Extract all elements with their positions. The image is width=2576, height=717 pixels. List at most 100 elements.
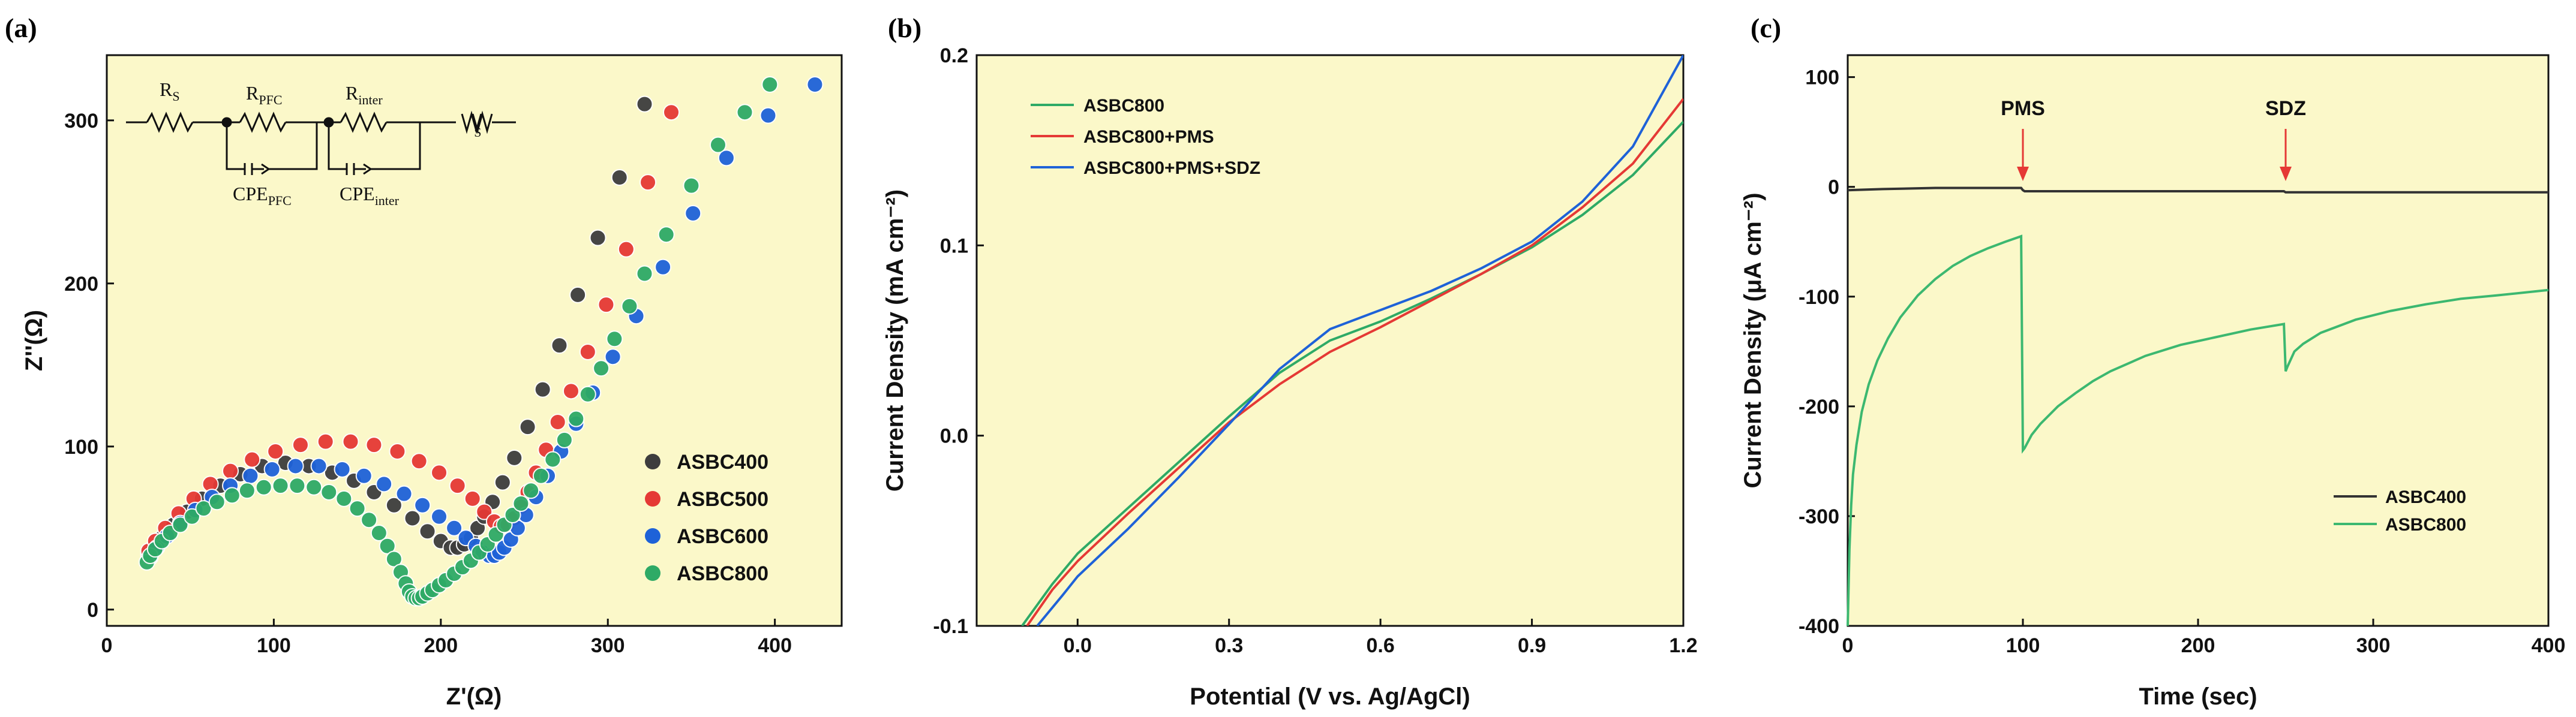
data-point-asbc800 bbox=[606, 330, 623, 348]
data-point-asbc400 bbox=[419, 523, 436, 540]
data-point-asbc800 bbox=[223, 487, 241, 504]
panel-b-xtick-label: 0.3 bbox=[1215, 634, 1243, 657]
panel-b-label: (b) bbox=[888, 13, 921, 43]
data-point-asbc800 bbox=[761, 76, 779, 93]
panel-c-ylabel: Current Density (μA cm⁻²) bbox=[1740, 192, 1766, 488]
legend-marker-asbc400 bbox=[645, 454, 660, 469]
panel-c-ytick-label: -200 bbox=[1799, 396, 1839, 418]
data-point-asbc600 bbox=[376, 475, 393, 493]
annotation-arrowhead-sdz bbox=[2280, 167, 2292, 181]
data-point-asbc400 bbox=[551, 337, 568, 354]
legend-marker-asbc600 bbox=[645, 528, 660, 544]
panel-c-axes: 0 100 200 300 400 -400 -300 -200 -100 0 100 bbox=[1799, 67, 2565, 657]
panel-b-legend: ASBC800 ASBC800+PMS ASBC800+PMS+SDZ bbox=[1031, 96, 1260, 178]
panel-b-xlabel: Potential (V vs. Ag/AgCl) bbox=[1190, 683, 1470, 710]
label-ws: WS bbox=[456, 115, 481, 140]
data-point-asbc800 bbox=[593, 360, 610, 377]
panel-b-xtick-label: 0.0 bbox=[1064, 634, 1092, 657]
legend-label-asbc600: ASBC600 bbox=[677, 525, 768, 548]
panel-a-ytick-label: 100 bbox=[64, 436, 98, 459]
panel-a-xtick-label: 100 bbox=[257, 634, 291, 657]
annotation-arrowhead-pms bbox=[2017, 167, 2029, 181]
data-point-asbc400 bbox=[636, 95, 653, 113]
data-point-asbc600 bbox=[446, 519, 463, 537]
panel-a-eis-plot: (a) 0 100 200 300 400 0 100 200 300 bbox=[5, 13, 843, 710]
legend-label-asbc800: ASBC800 bbox=[2385, 515, 2466, 535]
annotation-sdz: SDZ bbox=[2265, 97, 2306, 120]
data-point-asbc800 bbox=[709, 136, 726, 153]
data-point-asbc600 bbox=[263, 460, 281, 478]
data-point-asbc800 bbox=[621, 297, 638, 315]
legend-label-asbc800: ASBC800 bbox=[1083, 96, 1164, 116]
panel-b-ylabel: Current Density (mA cm⁻²) bbox=[882, 189, 908, 492]
data-point-asbc500 bbox=[663, 104, 680, 121]
panel-c-ytick-label: -100 bbox=[1799, 286, 1839, 309]
panel-c-ytick-label: 0 bbox=[1828, 176, 1839, 199]
data-point-asbc500 bbox=[449, 477, 466, 495]
data-point-asbc800 bbox=[579, 385, 596, 403]
panel-c-ytick-label: -400 bbox=[1799, 615, 1839, 638]
legend-label-asbc800+pms+sdz: ASBC800+PMS+SDZ bbox=[1083, 158, 1260, 178]
panel-a-xtick-label: 300 bbox=[591, 634, 625, 657]
data-point-asbc600 bbox=[355, 467, 373, 484]
panel-c-lines bbox=[1847, 186, 2549, 626]
data-point-asbc800 bbox=[523, 482, 540, 499]
data-point-asbc600 bbox=[759, 107, 777, 124]
series-line-asbc800+pms+sdz bbox=[1036, 55, 1683, 626]
panel-a-ytick-label: 300 bbox=[64, 110, 98, 132]
data-point-asbc800 bbox=[683, 177, 700, 194]
data-point-asbc400 bbox=[611, 169, 628, 186]
data-point-asbc400 bbox=[569, 286, 587, 303]
data-point-asbc600 bbox=[806, 76, 824, 93]
data-point-asbc800 bbox=[272, 477, 289, 495]
panel-b-lines bbox=[1021, 55, 1683, 626]
data-point-asbc800 bbox=[657, 226, 675, 243]
data-point-asbc800 bbox=[385, 550, 403, 568]
panel-a-label: (a) bbox=[5, 13, 37, 43]
panel-c-xtick-label: 100 bbox=[2006, 634, 2040, 657]
data-point-asbc500 bbox=[267, 442, 284, 460]
panel-a-ytick-label: 0 bbox=[87, 599, 98, 622]
data-point-asbc800 bbox=[172, 516, 189, 534]
data-point-asbc500 bbox=[222, 462, 239, 480]
data-point-asbc400 bbox=[404, 510, 421, 527]
data-point-asbc800 bbox=[183, 508, 200, 525]
panel-c-xtick-label: 0 bbox=[1842, 634, 1854, 657]
data-point-asbc800 bbox=[568, 410, 585, 427]
panel-a-xlabel: Z'(Ω) bbox=[446, 683, 502, 710]
panel-b-xtick-label: 0.9 bbox=[1518, 634, 1546, 657]
data-point-asbc500 bbox=[389, 442, 406, 460]
series-line-asbc800 bbox=[1021, 120, 1683, 626]
panel-a-legend: ASBC400 ASBC500 ASBC600 ASBC800 bbox=[645, 451, 768, 585]
data-point-asbc800 bbox=[370, 524, 388, 541]
legend-label-asbc800: ASBC800 bbox=[677, 562, 768, 585]
data-point-asbc600 bbox=[684, 204, 702, 222]
data-point-asbc500 bbox=[342, 433, 359, 450]
data-point-asbc500 bbox=[476, 503, 493, 520]
data-point-asbc800 bbox=[349, 500, 366, 517]
data-point-asbc600 bbox=[287, 457, 304, 475]
panel-c-ytick-label: 100 bbox=[1805, 67, 1839, 89]
series-line-asbc800+pms bbox=[1026, 98, 1683, 626]
panel-b-ytick-label: 0.2 bbox=[940, 44, 968, 67]
data-point-asbc600 bbox=[604, 348, 622, 366]
legend-marker-asbc500 bbox=[645, 491, 660, 507]
panel-c-legend: ASBC400 ASBC800 bbox=[2334, 487, 2466, 535]
data-point-asbc800 bbox=[320, 483, 338, 501]
data-point-asbc400 bbox=[534, 381, 551, 398]
data-point-asbc800 bbox=[504, 507, 521, 524]
data-point-asbc500 bbox=[365, 436, 383, 454]
data-point-asbc800 bbox=[361, 511, 378, 529]
data-point-asbc600 bbox=[654, 258, 672, 276]
data-point-asbc500 bbox=[640, 174, 657, 191]
data-point-asbc500 bbox=[292, 436, 309, 454]
data-point-asbc800 bbox=[544, 451, 562, 468]
panel-a-xtick-label: 0 bbox=[101, 634, 113, 657]
legend-label-asbc500: ASBC500 bbox=[677, 488, 768, 511]
panel-b-lsv-plot: (b) 0.0 0.3 0.6 0.9 1.2 -0.1 0.0 0.1 0.2 ASBC800… bbox=[882, 13, 1698, 710]
data-point-asbc800 bbox=[556, 431, 573, 448]
label-rpfc: RPFC bbox=[246, 82, 283, 107]
panel-b-ytick-label: 0.0 bbox=[940, 425, 968, 448]
data-point-asbc800 bbox=[195, 500, 212, 517]
annotation-pms: PMS bbox=[2001, 97, 2045, 120]
